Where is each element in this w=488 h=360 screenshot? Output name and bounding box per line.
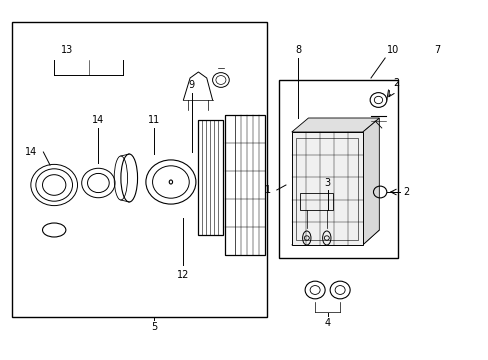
Bar (224, 115, 264, 255)
Text: 2: 2 (403, 187, 409, 197)
Text: 10: 10 (386, 45, 399, 55)
Bar (12, 22, 266, 317)
Text: 9: 9 (188, 80, 194, 90)
Text: 8: 8 (295, 45, 301, 55)
Text: 12: 12 (177, 270, 189, 280)
Text: 3: 3 (324, 178, 330, 188)
Text: 13: 13 (61, 45, 73, 55)
Bar (224, 115, 235, 255)
Bar (300, 193, 333, 210)
Text: 2: 2 (393, 78, 399, 88)
Bar (197, 120, 222, 235)
Text: 1: 1 (265, 185, 271, 195)
Bar (295, 138, 358, 240)
Text: 5: 5 (151, 322, 157, 332)
Polygon shape (291, 132, 362, 245)
Text: 11: 11 (148, 115, 160, 125)
Polygon shape (291, 230, 379, 245)
Polygon shape (362, 118, 379, 245)
Text: 7: 7 (434, 45, 440, 55)
Text: 14: 14 (25, 147, 37, 157)
Text: 14: 14 (92, 115, 104, 125)
Text: 4: 4 (324, 318, 330, 328)
Polygon shape (291, 118, 379, 132)
Bar (279, 80, 398, 258)
